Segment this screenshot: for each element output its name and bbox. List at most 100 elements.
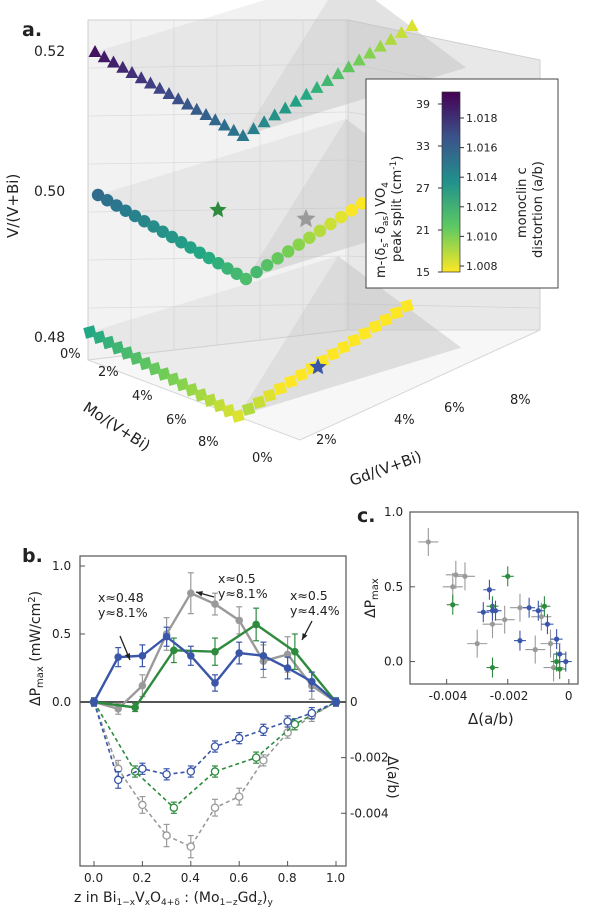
colorbar-left-tick-label: 21 xyxy=(416,224,430,237)
circle-marker xyxy=(324,217,337,231)
data-point-open xyxy=(186,767,196,776)
circle-marker xyxy=(303,231,316,244)
circle-marker xyxy=(282,245,295,258)
triangle-marker xyxy=(247,122,261,135)
colorbar-right-label-line2: distortion (a/b) xyxy=(531,161,546,258)
c-data-point xyxy=(489,608,496,614)
panel-b-ticks: 0.0 0.2 0.4 0.6 0.8 1.0 0.0 0.5 1.0 0 -0.002 -0.004 xyxy=(52,559,389,885)
star-marker xyxy=(209,201,227,218)
triangle-marker xyxy=(116,60,130,73)
c-data-point xyxy=(554,658,560,665)
c-data-point xyxy=(480,609,486,615)
data-point-open xyxy=(234,733,244,743)
circle-marker xyxy=(101,194,114,207)
y-right-tick-label: -0.004 xyxy=(350,806,389,820)
square-marker xyxy=(368,319,383,334)
data-point xyxy=(332,698,340,706)
gd-tick-2: 2% xyxy=(316,433,337,448)
triangle-marker xyxy=(107,55,120,68)
colorbar-left-tick-label: 27 xyxy=(416,182,430,195)
square-marker xyxy=(400,299,414,313)
y-left-tick-label: 1.0 xyxy=(52,559,71,573)
triangle-marker xyxy=(162,87,176,99)
triangle-marker xyxy=(363,46,377,59)
data-point xyxy=(131,703,139,712)
c-data-point xyxy=(502,617,508,623)
c-data-point xyxy=(557,651,563,657)
gd-tick-6: 6% xyxy=(444,401,465,416)
c-data-point xyxy=(450,602,456,608)
c-x-tick-label: -0.004 xyxy=(429,689,468,703)
layer-plane xyxy=(98,119,346,279)
triangle-marker xyxy=(218,118,231,131)
annotation-line1: x≈0.48 xyxy=(98,590,144,605)
data-point-open xyxy=(162,831,171,840)
data-point-open xyxy=(138,800,147,810)
c-data-point xyxy=(425,539,431,545)
x-tick-label: 0.0 xyxy=(84,871,103,885)
triangle-marker xyxy=(342,60,356,73)
z-tick-050: 0.50 xyxy=(34,184,65,200)
circle-marker xyxy=(156,225,169,238)
circle-marker xyxy=(239,272,253,286)
data-point-open xyxy=(307,708,317,718)
panel-b-frame xyxy=(79,555,347,867)
layer-plane xyxy=(95,0,328,136)
triangle-marker xyxy=(97,50,111,63)
circle-marker xyxy=(221,262,234,275)
colorbar-gradient xyxy=(441,91,461,273)
triangle-marker xyxy=(352,53,366,66)
data-point-open xyxy=(186,842,196,851)
layer-plane xyxy=(90,256,338,416)
data-point xyxy=(259,651,268,660)
mo-axis-label: Mo/(V+Bi) xyxy=(80,398,154,455)
colorbar-right-tick-label: 1.008 xyxy=(466,260,498,273)
c-data-point xyxy=(544,621,551,627)
triangle-marker xyxy=(310,80,324,93)
circle-marker xyxy=(250,265,263,279)
colorbar-right-tick-label: 1.016 xyxy=(466,142,498,155)
mo-tick-4: 4% xyxy=(132,389,153,404)
square-marker xyxy=(326,347,340,361)
data-point xyxy=(138,681,147,690)
y-right-tick-label: 0 xyxy=(350,695,358,709)
star-marker xyxy=(296,209,316,228)
triangle-marker xyxy=(181,97,194,110)
mo-tick-8: 8% xyxy=(198,435,219,450)
data-point xyxy=(187,651,195,660)
square-marker xyxy=(389,306,404,320)
c-y-tick-label: 0.5 xyxy=(384,580,403,594)
c-data-point xyxy=(486,587,493,593)
triangle-marker xyxy=(394,25,408,38)
data-point-open xyxy=(169,803,179,812)
data-point xyxy=(235,649,243,657)
x-tick-label: 0.4 xyxy=(181,871,200,885)
square-marker xyxy=(252,395,266,409)
colorbar-left-tick-label: 15 xyxy=(416,266,430,279)
z-tick-052: 0.52 xyxy=(34,44,65,60)
circle-marker xyxy=(175,236,188,249)
circle-marker xyxy=(345,204,358,217)
circle-marker xyxy=(260,259,274,272)
c-data-point xyxy=(517,638,523,644)
square-marker xyxy=(294,368,309,382)
c-data-point xyxy=(489,621,496,627)
data-point-open xyxy=(138,764,147,774)
data-point xyxy=(162,632,171,641)
triangle-marker xyxy=(299,87,313,100)
circle-marker xyxy=(212,257,225,270)
panel-c-ylabel: ΔPmax xyxy=(363,578,381,618)
c-data-point xyxy=(557,666,563,672)
square-marker xyxy=(358,326,372,341)
square-marker xyxy=(347,333,361,348)
triangle-marker xyxy=(199,108,213,120)
annotation-arrowhead xyxy=(196,591,203,597)
data-point xyxy=(114,653,122,661)
circle-marker xyxy=(138,215,151,228)
series-line xyxy=(93,623,337,709)
triangle-marker xyxy=(153,81,167,94)
star-marker xyxy=(309,358,327,375)
triangle-marker xyxy=(236,129,250,141)
data-point xyxy=(283,664,292,672)
circle-marker xyxy=(128,209,142,223)
